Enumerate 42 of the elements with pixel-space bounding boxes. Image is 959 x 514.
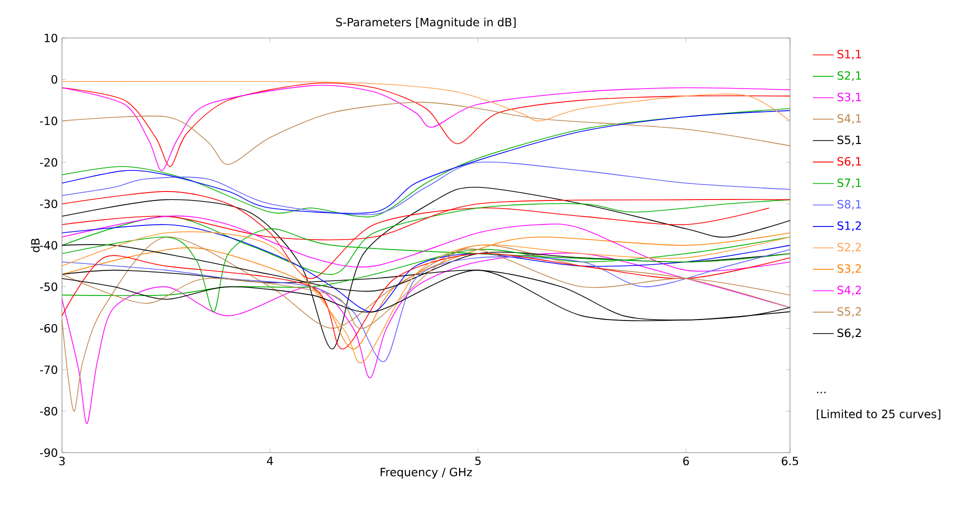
y-tick-label: -20: [40, 158, 58, 167]
legend-label: S6,2: [838, 328, 861, 338]
text: ...: [817, 392, 826, 394]
y-tick-label: 10: [44, 34, 58, 42]
x-tick-label: 6: [683, 456, 689, 466]
x-axis-title: Frequency / GHz: [380, 468, 472, 479]
y-axis-title: dB: [30, 238, 40, 252]
line-series: [62, 187, 790, 350]
line-series: [62, 216, 790, 272]
x-tick-label: 3: [59, 456, 65, 466]
text: [Limited to 25 curves]: [816, 410, 940, 420]
y-tick-label: -70: [40, 366, 58, 374]
legend-label: S3,2: [838, 264, 861, 274]
legend-label: S2,2: [838, 242, 861, 253]
legend-label: S5,2: [838, 307, 861, 318]
legend-label: S8,1: [838, 200, 861, 210]
legend-label: S2,1: [838, 71, 861, 82]
x-tick-label: 5: [475, 456, 481, 466]
y-tick-label: -90: [40, 448, 58, 458]
line-series: [62, 81, 790, 122]
x-tick-label: 6.5: [782, 456, 798, 466]
legend-label: S5,1: [838, 136, 861, 146]
line-series: [62, 252, 790, 424]
x-tick-label: 4: [266, 456, 273, 466]
line-series: [62, 102, 790, 166]
line-series: [62, 162, 790, 216]
legend-label: S1,2: [838, 222, 861, 232]
y-tick-label: -60: [40, 324, 58, 333]
y-tick-label: -40: [40, 241, 58, 250]
y-tick-label: -30: [40, 200, 58, 208]
legend-label: S7,1: [838, 178, 861, 188]
legend-label: S4,2: [838, 286, 861, 296]
chart-title: S-Parameters [Magnitude in dB]: [336, 18, 516, 29]
y-tick-label: 0: [52, 75, 58, 84]
y-tick-label: -50: [40, 282, 58, 292]
y-tick-label: -80: [40, 407, 58, 416]
y-tick-label: -10: [40, 116, 58, 126]
legend-label: S1,1: [838, 50, 861, 60]
legend-label: S3,1: [838, 92, 861, 103]
line-series: [62, 236, 790, 412]
legend-label: S4,1: [838, 114, 861, 124]
legend-label: S6,1: [838, 157, 861, 167]
